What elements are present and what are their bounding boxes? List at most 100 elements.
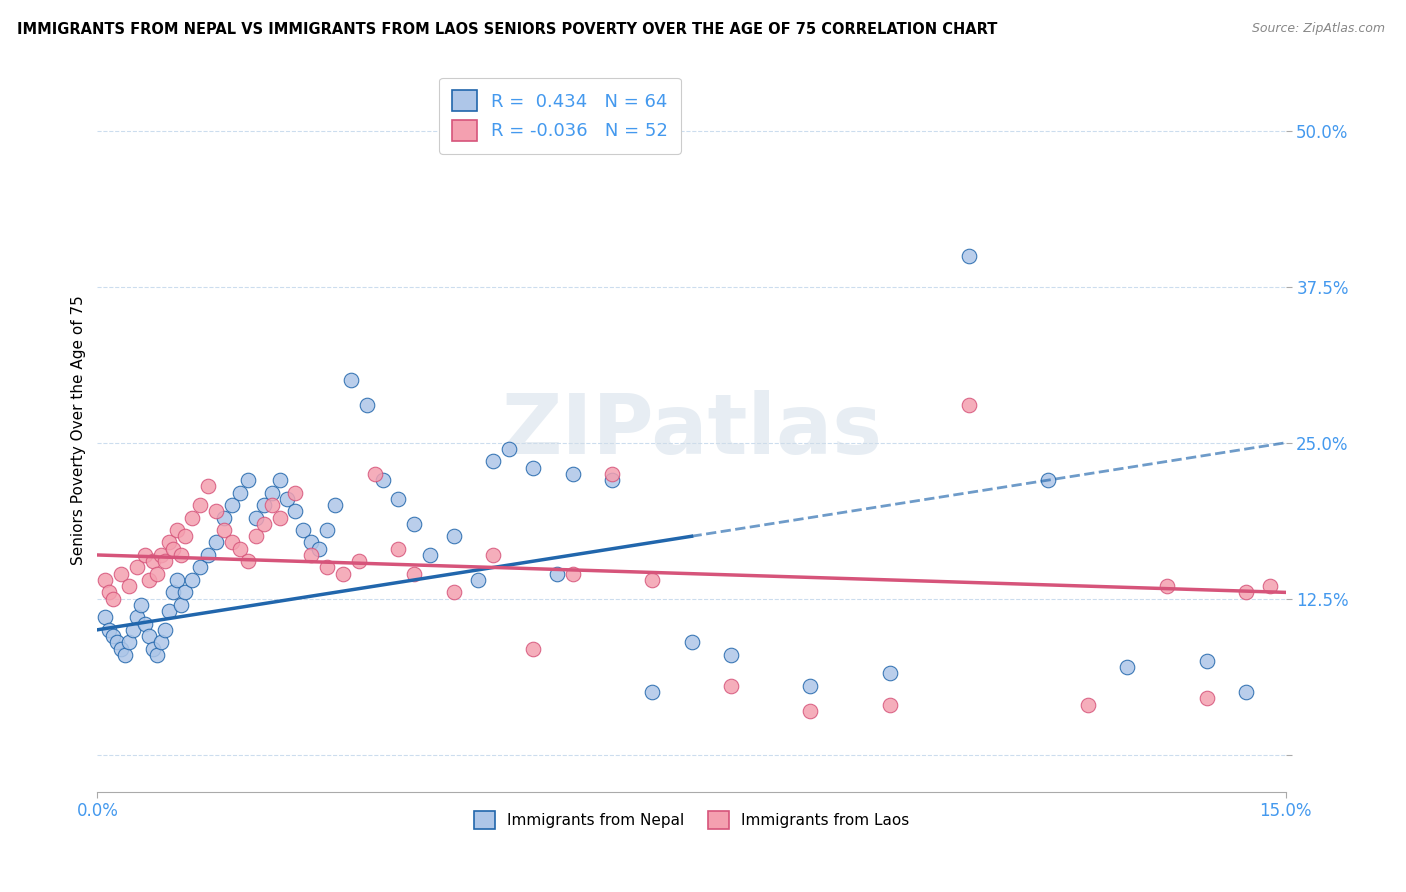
Point [122, 623, 145, 637]
Point [879, 666, 901, 681]
Point [1116, 660, 1139, 674]
Point [153, 554, 176, 568]
Point [149, 635, 172, 649]
Point [212, 523, 235, 537]
Point [125, 610, 148, 624]
Point [641, 685, 664, 699]
Point [957, 249, 980, 263]
Point [114, 648, 136, 662]
Point [212, 510, 235, 524]
Legend: Immigrants from Nepal, Immigrants from Laos: Immigrants from Nepal, Immigrants from L… [468, 805, 915, 835]
Point [197, 548, 219, 562]
Point [292, 523, 315, 537]
Point [1258, 579, 1281, 593]
Point [118, 635, 141, 649]
Point [299, 548, 322, 562]
Point [1156, 579, 1178, 593]
Point [157, 604, 180, 618]
Point [253, 498, 276, 512]
Point [332, 566, 354, 581]
Point [316, 560, 339, 574]
Text: Source: ZipAtlas.com: Source: ZipAtlas.com [1251, 22, 1385, 36]
Point [181, 510, 204, 524]
Point [323, 498, 346, 512]
Point [269, 473, 291, 487]
Point [1077, 698, 1099, 712]
Point [498, 442, 520, 456]
Point [236, 554, 259, 568]
Point [522, 460, 544, 475]
Point [720, 648, 742, 662]
Point [1195, 691, 1218, 706]
Point [142, 641, 165, 656]
Point [546, 566, 568, 581]
Point [957, 398, 980, 412]
Point [602, 473, 624, 487]
Point [340, 373, 363, 387]
Point [347, 554, 370, 568]
Point [181, 573, 204, 587]
Point [236, 473, 259, 487]
Point [146, 566, 169, 581]
Point [197, 479, 219, 493]
Point [404, 516, 426, 531]
Point [169, 548, 191, 562]
Point [356, 398, 378, 412]
Point [253, 516, 276, 531]
Point [205, 504, 228, 518]
Point [602, 467, 624, 481]
Point [142, 554, 165, 568]
Point [482, 548, 505, 562]
Point [173, 529, 195, 543]
Point [229, 541, 252, 556]
Point [129, 598, 152, 612]
Point [221, 535, 243, 549]
Point [482, 454, 505, 468]
Point [221, 498, 243, 512]
Point [316, 523, 339, 537]
Point [98, 623, 121, 637]
Point [103, 591, 125, 606]
Point [308, 541, 330, 556]
Point [245, 510, 267, 524]
Point [276, 491, 298, 506]
Point [110, 566, 132, 581]
Point [284, 504, 307, 518]
Point [118, 579, 141, 593]
Point [1234, 685, 1257, 699]
Point [561, 566, 583, 581]
Point [166, 523, 188, 537]
Point [134, 616, 156, 631]
Point [229, 485, 252, 500]
Point [138, 629, 160, 643]
Point [1195, 654, 1218, 668]
Point [260, 485, 283, 500]
Point [205, 535, 228, 549]
Point [94, 610, 117, 624]
Point [363, 467, 385, 481]
Point [169, 598, 191, 612]
Point [138, 573, 160, 587]
Point [443, 529, 465, 543]
Y-axis label: Seniors Poverty Over the Age of 75: Seniors Poverty Over the Age of 75 [72, 295, 86, 566]
Point [188, 498, 211, 512]
Point [681, 635, 703, 649]
Point [299, 535, 322, 549]
Point [269, 510, 291, 524]
Point [173, 585, 195, 599]
Point [799, 679, 821, 693]
Point [260, 498, 283, 512]
Point [387, 491, 409, 506]
Point [105, 635, 128, 649]
Point [125, 560, 148, 574]
Point [799, 704, 821, 718]
Point [134, 548, 156, 562]
Point [1036, 473, 1059, 487]
Point [157, 535, 180, 549]
Point [245, 529, 267, 543]
Point [467, 573, 489, 587]
Point [284, 485, 307, 500]
Point [387, 541, 409, 556]
Text: ZIPatlas: ZIPatlas [501, 390, 882, 471]
Text: IMMIGRANTS FROM NEPAL VS IMMIGRANTS FROM LAOS SENIORS POVERTY OVER THE AGE OF 75: IMMIGRANTS FROM NEPAL VS IMMIGRANTS FROM… [17, 22, 997, 37]
